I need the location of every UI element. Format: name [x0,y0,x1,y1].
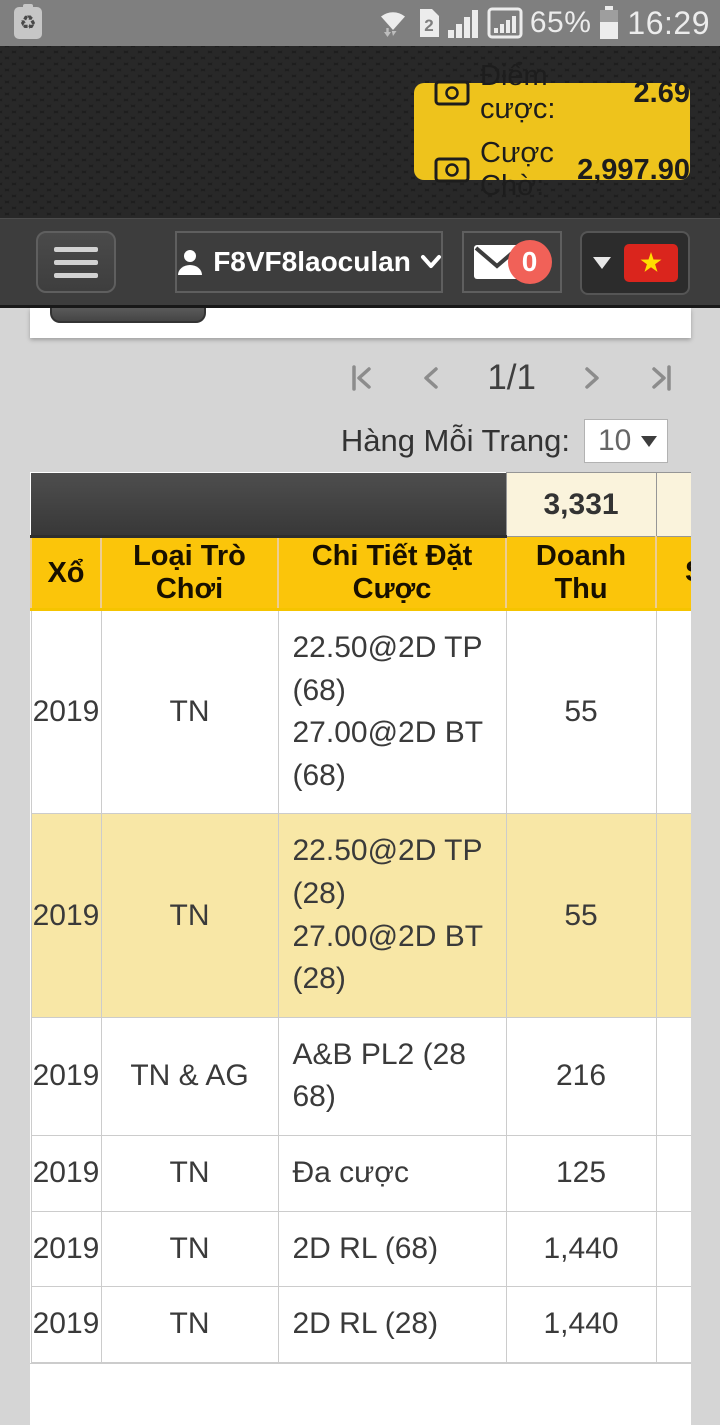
bet-points-label: Điểm cược: [480,60,556,125]
previous-page-button[interactable] [417,363,447,393]
cell-revenue: 1,440 [505,1286,657,1363]
cell-lottery: 2019 [30,1016,102,1136]
col-header-lottery: Xổ [30,536,102,611]
cell-detail: 22.50@2D TP (68) 27.00@2D BT (68) [277,608,507,815]
cell-lottery: 2019 [30,1210,102,1288]
table-row[interactable]: 2019 TN 2D RL (28) 1,440 [30,1286,691,1363]
table-row[interactable]: 2019 TN 22.50@2D TP (68) 27.00@2D BT (68… [30,608,691,815]
cell-game: TN [100,608,279,815]
page-indicator: 1/1 [487,358,536,397]
user-account-button[interactable]: F8VF8laoculan [175,231,443,293]
cell-clipped [655,1286,691,1363]
cell-detail: A&B PL2 (28 68) [277,1016,507,1136]
battery-percent-label: 65% [529,6,592,39]
pagination: 1/1 [0,352,676,404]
cell-detail: 22.50@2D TP (28) 27.00@2D BT (28) [277,813,507,1018]
cell-revenue: 216 [505,1016,657,1136]
caret-down-icon [592,257,611,269]
signal-strength-icon [447,8,480,38]
cell-detail: 2D RL (68) [277,1210,507,1288]
active-tab-remnant[interactable] [50,308,206,323]
cell-clipped [655,1016,691,1136]
next-page-button[interactable] [576,363,606,393]
cell-game: TN [100,813,279,1018]
cell-clipped [655,813,691,1018]
chevron-down-icon [420,254,442,270]
bet-points-row: Điểm cược: 2.69 [434,60,690,126]
last-page-button[interactable] [646,363,676,393]
cell-revenue: 1,440 [505,1210,657,1288]
table-footer [30,1362,691,1425]
rows-per-page: Hàng Mỗi Trang: 10 [341,418,668,464]
table-row[interactable]: 2019 TN Đa cược 125 [30,1134,691,1212]
sim-card-icon: 2 [417,7,441,39]
wifi-icon [376,6,410,40]
bets-table: 3,331 Xổ Loại Trò Chơi Chi Tiết Đặt Cược… [30,472,691,1363]
revenue-total-cell: 3,331 [505,472,657,537]
header-row: Xổ Loại Trò Chơi Chi Tiết Đặt Cược Doanh… [30,536,691,611]
cell-lottery: 2019 [30,1286,102,1363]
rows-per-page-select[interactable]: 10 [584,419,668,463]
mail-count-badge: 0 [507,240,552,284]
battery-recycle-notification-icon: ♻ [14,4,42,39]
col-header-bet-detail: Chi Tiết Đặt Cược [276,536,508,611]
cell-revenue: 125 [505,1134,657,1212]
cell-revenue: 55 [505,813,657,1018]
cell-clipped [655,1134,691,1212]
bet-points-value: 2.69 [633,76,690,109]
bets-table-container[interactable]: 3,331 Xổ Loại Trò Chơi Chi Tiết Đặt Cược… [30,472,691,1425]
col-header-game-type: Loại Trò Chơi [100,536,279,611]
hamburger-icon [54,246,98,252]
table-row[interactable]: 2019 TN 2D RL (68) 1,440 [30,1210,691,1288]
user-icon [176,248,204,276]
cell-lottery: 2019 [30,608,102,815]
svg-text:2: 2 [424,16,433,35]
content-card-top [30,308,691,338]
clock-label: 16:29 [627,4,710,41]
pending-bets-row: Cược Chờ: 2,997.90 [434,137,690,203]
banknote-icon [434,80,470,106]
hero-banner: Điểm cược: 2.69 Cược Chờ: 2,997.90 [0,46,720,218]
summary-spacer-cell [31,472,507,538]
summary-extra-cell [655,472,691,537]
select-arrow-icon [641,435,657,447]
rows-per-page-label: Hàng Mỗi Trang: [340,423,570,458]
cell-revenue: 55 [505,608,657,815]
cell-game: TN [100,1134,279,1212]
balance-badge: Điểm cược: 2.69 Cược Chờ: 2,997.90 [414,60,690,202]
summary-row: 3,331 [31,472,691,538]
cell-game: TN [100,1210,279,1288]
username-label: F8VF8laoculan [213,246,411,277]
table-row-highlighted[interactable]: 2019 TN 22.50@2D TP (28) 27.00@2D BT (28… [30,813,691,1018]
col-header-clipped: Số [655,536,691,611]
navbar: F8VF8laoculan 0 [0,218,720,308]
banknote-icon [434,157,470,183]
menu-button[interactable] [36,231,116,293]
language-selector[interactable] [580,231,690,295]
cell-detail: Đa cược [277,1134,507,1212]
battery-icon [598,6,620,40]
table-row[interactable]: 2019 TN & AG A&B PL2 (28 68) 216 [30,1016,691,1136]
cell-game: TN [100,1286,279,1363]
pending-bets-label: Cược Chờ: [480,137,554,202]
cell-clipped [655,608,691,815]
status-bar: ♻ 2 [0,0,720,46]
cell-clipped [655,1210,691,1288]
col-header-revenue: Doanh Thu [505,536,658,611]
rows-per-page-value: 10 [598,424,632,457]
network-signal-box-icon [487,7,523,39]
messages-button[interactable]: 0 [462,231,562,293]
cell-lottery: 2019 [30,813,102,1018]
pending-bets-value: 2,997.90 [577,153,690,186]
vietnam-flag-icon [623,244,678,282]
first-page-button[interactable] [347,363,377,393]
cell-lottery: 2019 [30,1134,102,1212]
cell-detail: 2D RL (28) [277,1286,507,1363]
cell-game: TN & AG [100,1016,279,1136]
